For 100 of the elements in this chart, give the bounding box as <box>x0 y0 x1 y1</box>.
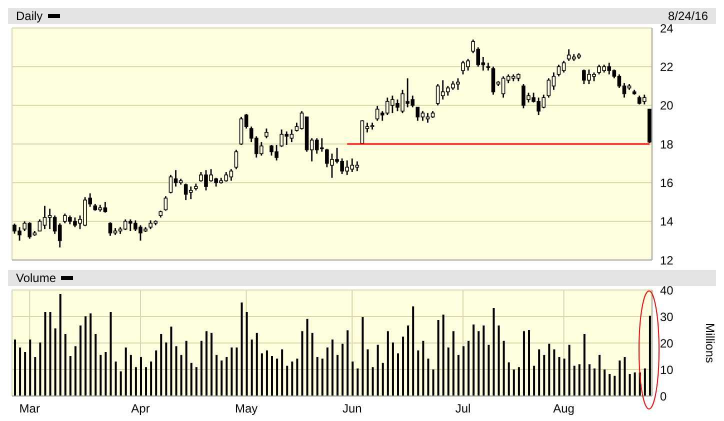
y-tick-label: 12 <box>660 253 674 268</box>
bar <box>432 370 434 396</box>
bar <box>276 358 278 396</box>
bar <box>286 366 288 396</box>
bar <box>386 331 389 396</box>
bar <box>291 362 294 396</box>
bar <box>573 366 576 396</box>
bar <box>598 354 601 396</box>
bar <box>396 353 399 396</box>
bar <box>518 367 520 396</box>
x-tick-label: May <box>234 402 258 416</box>
bar <box>488 344 490 396</box>
bar <box>281 349 284 396</box>
bar <box>563 358 566 396</box>
bar <box>417 350 420 396</box>
bar <box>558 357 560 396</box>
bar <box>331 340 334 396</box>
y-axis-title: Millions <box>702 322 717 364</box>
bar <box>522 331 525 396</box>
bar <box>412 306 414 396</box>
bar <box>190 362 192 396</box>
x-tick-label: Aug <box>553 402 574 416</box>
y-tick-label: 22 <box>660 60 674 74</box>
bar <box>114 362 117 396</box>
bar <box>478 331 480 396</box>
bar <box>256 332 258 396</box>
bar <box>311 332 314 396</box>
bar <box>69 356 72 396</box>
x-tick-label: Jul <box>455 402 471 416</box>
bar <box>376 344 379 396</box>
bar <box>422 340 424 396</box>
bar <box>104 352 107 396</box>
bar <box>246 312 248 396</box>
bar <box>301 331 304 396</box>
bar <box>362 317 364 396</box>
bar <box>54 328 56 396</box>
bar <box>250 340 253 396</box>
bar <box>392 342 394 396</box>
y-tick-label: 20 <box>660 336 674 350</box>
bar <box>260 353 263 396</box>
bar <box>110 312 112 396</box>
bar <box>472 324 475 396</box>
bar <box>498 326 500 396</box>
bar <box>372 367 374 396</box>
bar <box>326 348 328 396</box>
bar <box>230 348 233 396</box>
bar <box>39 342 42 396</box>
y-tick-label: 10 <box>660 362 674 377</box>
bar <box>120 371 122 396</box>
bar <box>468 340 470 396</box>
bar <box>614 376 616 396</box>
bar <box>296 358 298 396</box>
bar <box>447 348 450 396</box>
bar <box>644 368 646 396</box>
bar <box>321 358 324 396</box>
bar <box>492 308 495 396</box>
bar <box>200 340 202 396</box>
bar <box>271 356 274 396</box>
bar <box>512 370 515 396</box>
y-tick-label: 24 <box>660 21 674 36</box>
bar <box>205 331 208 396</box>
candlestick <box>164 196 168 212</box>
bar <box>266 350 268 396</box>
chart-title: Volume <box>16 271 56 285</box>
bar <box>538 349 540 396</box>
bar <box>442 314 444 396</box>
bar <box>29 340 32 396</box>
bar <box>407 326 410 396</box>
x-tick-label: Jun <box>342 402 362 416</box>
candlestick <box>264 128 268 139</box>
bar <box>336 354 339 396</box>
bar <box>220 360 223 396</box>
bar <box>170 326 172 396</box>
bar <box>588 364 590 396</box>
bar <box>553 349 556 396</box>
bar <box>134 367 137 396</box>
bar <box>180 354 182 396</box>
y-tick-label: 14 <box>660 214 674 229</box>
bar <box>240 302 243 396</box>
bar <box>124 348 127 396</box>
bar <box>583 334 586 396</box>
bar <box>342 344 344 396</box>
y-tick-label: 16 <box>660 176 674 190</box>
bar <box>34 357 36 396</box>
bar <box>150 362 152 396</box>
text: 8/24/16 <box>668 9 708 23</box>
bar <box>648 316 651 396</box>
bar <box>346 330 349 396</box>
bar <box>508 362 510 396</box>
bar <box>366 349 369 396</box>
y-tick-label: 30 <box>660 310 674 324</box>
bar <box>90 313 92 396</box>
bar <box>594 368 596 396</box>
bar <box>457 354 460 396</box>
y-tick-label: 18 <box>660 137 674 152</box>
bar <box>624 357 626 396</box>
bar <box>578 364 580 396</box>
bar <box>100 354 102 396</box>
bar <box>94 334 97 396</box>
bar <box>175 346 178 396</box>
